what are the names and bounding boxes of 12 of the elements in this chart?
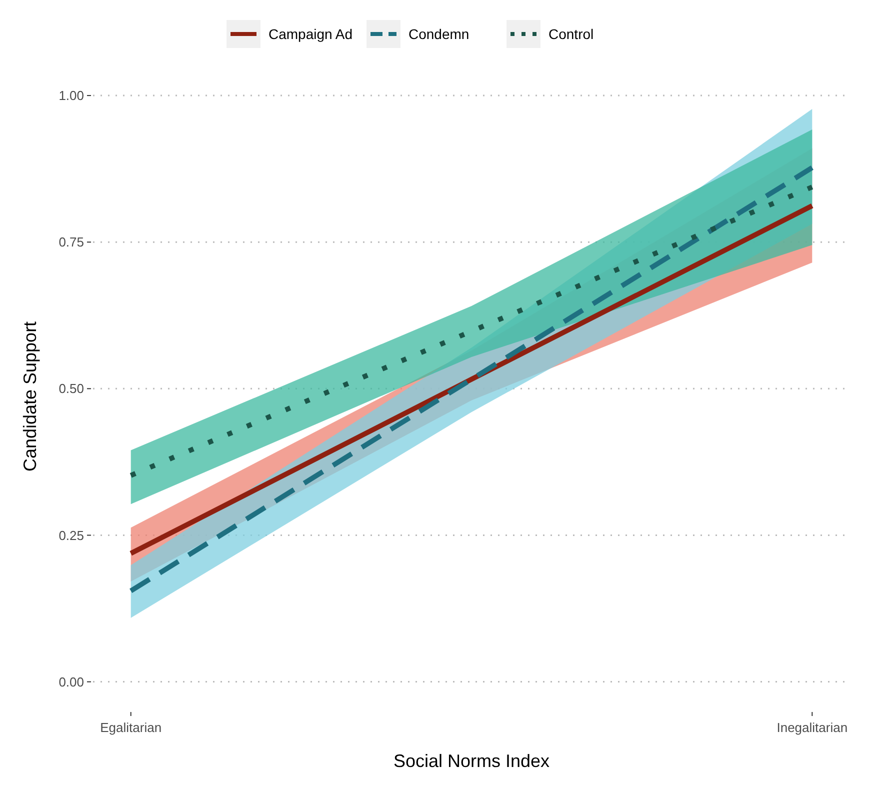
y-tick-label: 0.25 (58, 528, 84, 543)
y-tick-label: 0.50 (58, 381, 84, 396)
y-axis-title: Candidate Support (20, 321, 40, 472)
y-tick-label: 0.00 (58, 674, 84, 690)
x-axis-title: Social Norms Index (393, 751, 550, 771)
y-tick-label: 0.75 (58, 234, 84, 250)
x-tick-label: Inegalitarian (776, 720, 848, 735)
y-tick-label: 1.00 (58, 88, 84, 104)
legend-label: Control (548, 26, 594, 42)
legend-label: Campaign Ad (268, 26, 353, 42)
legend-label: Condemn (408, 26, 470, 42)
x-tick-label: Egalitarian (100, 720, 162, 735)
